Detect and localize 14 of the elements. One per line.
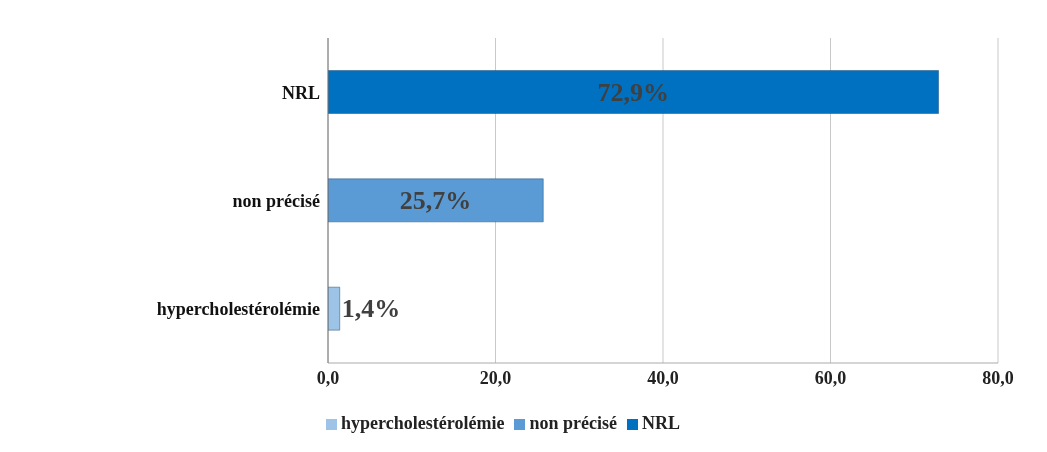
- legend-label: NRL: [641, 413, 680, 433]
- y-tick-label: NRL: [281, 82, 320, 103]
- y-tick-label: hypercholestérolémie: [156, 299, 321, 320]
- x-tick-label: 20,0: [479, 367, 512, 388]
- x-tick-label: 80,0: [982, 367, 1014, 388]
- data-label: 25,7%: [399, 185, 472, 215]
- data-label: 1,4%: [341, 294, 401, 324]
- data-label: 72,9%: [597, 77, 670, 107]
- legend-label: non précisé: [529, 413, 617, 433]
- y-tick-label: non précisé: [232, 190, 321, 211]
- legend-label: hypercholestérolémie: [341, 413, 505, 433]
- x-tick-label: 0,0: [316, 367, 340, 388]
- x-tick-label: 60,0: [814, 367, 847, 388]
- x-tick-label: 40,0: [647, 367, 679, 388]
